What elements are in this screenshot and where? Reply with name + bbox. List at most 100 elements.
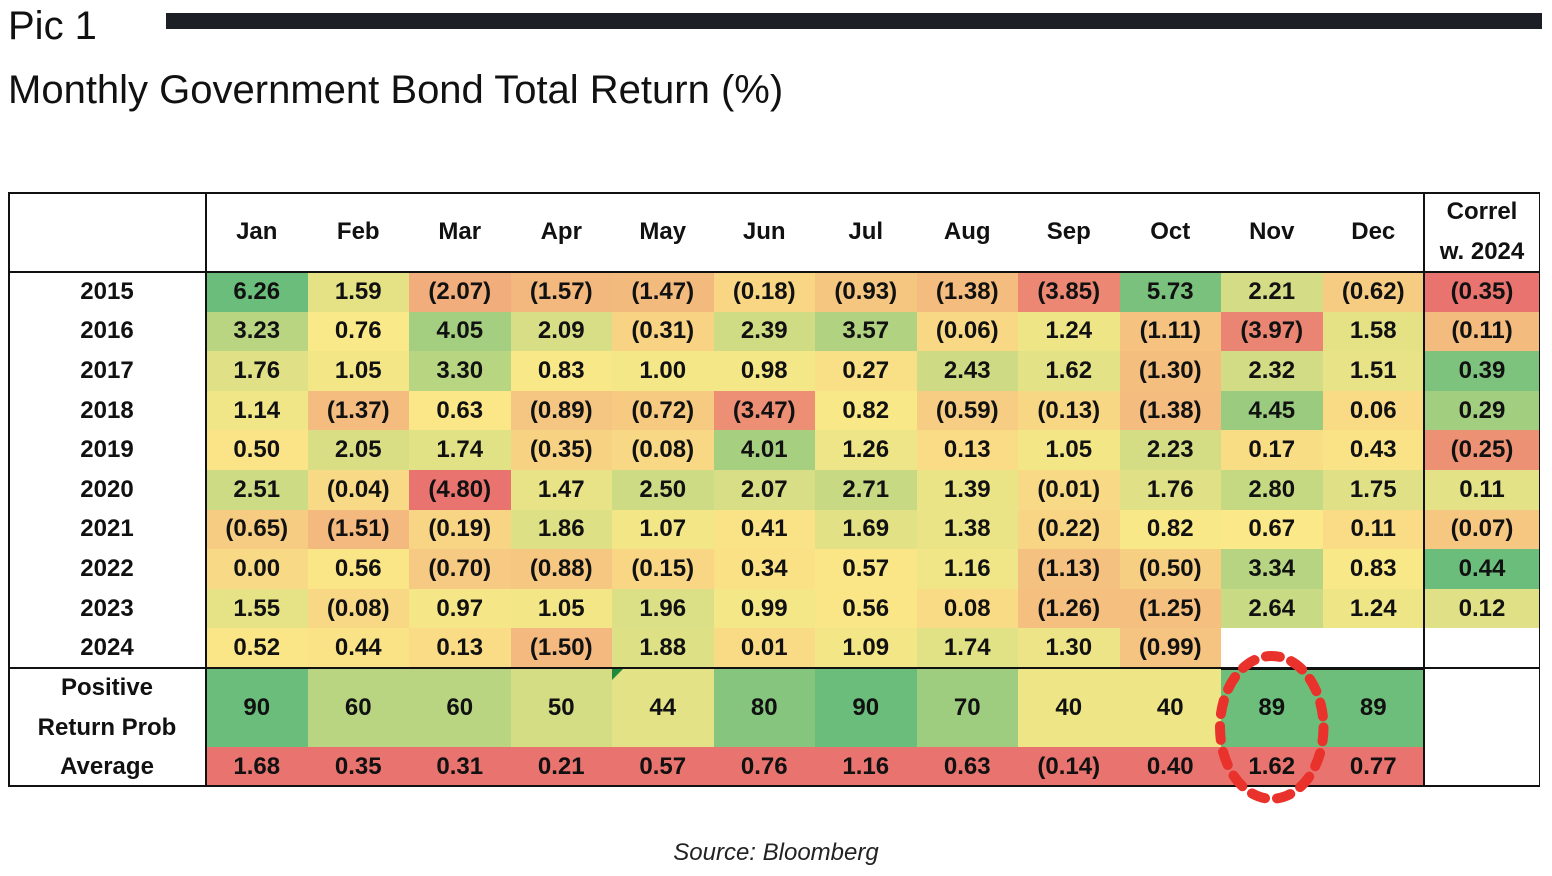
correl-cell: (0.11) [1424,311,1540,352]
data-cell: (0.50) [1119,549,1221,589]
data-cell: (1.47) [612,272,714,312]
data-cell: 1.69 [815,509,917,550]
data-cell: (0.13) [1018,390,1120,431]
column-header-sep: Sep [1046,218,1091,245]
data-cell: 1.24 [1322,588,1424,629]
average-cell: 0.77 [1322,747,1424,787]
data-cell: 1.38 [916,509,1018,550]
data-cell: 0.06 [1322,390,1424,431]
correl-summary-divider [1424,667,1540,669]
data-cell: (0.99) [1119,628,1221,668]
positive-return-prob-cell: 89 [1322,668,1424,748]
row-label-2017: 2017 [80,356,134,384]
data-cell: (1.25) [1119,588,1221,629]
data-cell: 1.51 [1322,351,1424,391]
data-cell: 0.67 [1221,509,1323,550]
data-cell: 3.23 [206,311,308,352]
data-cell: (0.08) [612,430,714,470]
chart-title: Monthly Government Bond Total Return (%) [8,68,784,112]
correl-cell: 0.44 [1424,549,1540,589]
data-cell: (1.26) [1018,588,1120,629]
label-column-divider [205,192,207,787]
data-cell: 0.52 [206,628,308,668]
positive-return-prob-cell: 60 [409,668,511,748]
data-cell: 0.82 [815,390,917,431]
data-cell: 1.88 [612,628,714,668]
data-cell: 0.98 [713,351,815,391]
data-cell: 3.34 [1221,549,1323,589]
positive-return-prob-label-line: Positive [60,673,154,701]
column-header-apr: Apr [540,218,582,245]
header-divider [8,271,1540,273]
positive-return-prob-cell: 80 [713,668,815,748]
data-cell: 1.55 [206,588,308,629]
data-cell: 1.07 [612,509,714,550]
data-cell: 1.26 [815,430,917,470]
data-cell: (1.38) [1119,390,1221,431]
data-cell: 1.05 [510,588,612,629]
data-cell: 0.34 [713,549,815,589]
data-cell: 2.21 [1221,272,1323,312]
data-cell: 2.43 [916,351,1018,391]
data-cell: (1.37) [307,390,409,431]
table-border-right [1538,192,1540,787]
column-header-may: May [639,218,687,245]
data-cell: (0.59) [916,390,1018,431]
cell-comment-marker [612,668,624,680]
data-cell: (0.88) [510,549,612,589]
positive-return-prob-cell: 60 [307,668,409,748]
average-cell: 0.31 [409,747,511,787]
average-label: Average [60,752,154,780]
data-cell: 1.62 [1018,351,1120,391]
data-cell: (3.47) [713,390,815,431]
correl-header-line: Correl [1446,198,1518,225]
data-cell: (1.38) [916,272,1018,312]
positive-return-prob-cell: 40 [1119,668,1221,748]
column-header-oct: Oct [1150,218,1191,245]
column-header-dec: Dec [1351,218,1396,245]
row-label-2019: 2019 [80,436,134,464]
pic-label: Pic 1 [8,4,97,48]
average-cell: 0.63 [916,747,1018,787]
column-header-jun: Jun [742,218,786,245]
data-cell: 1.09 [815,628,917,668]
average-cell: 1.16 [815,747,917,787]
data-cell: (1.11) [1119,311,1221,352]
data-cell: 1.00 [612,351,714,391]
positive-return-prob-label: Positive Return Prob [8,668,206,747]
data-cell: (0.70) [409,549,511,589]
data-cell: 0.63 [409,390,511,431]
data-cell: 0.97 [409,588,511,629]
data-cell: 1.39 [916,470,1018,510]
data-cell: (3.85) [1018,272,1120,312]
correl-cell: 0.11 [1424,470,1540,510]
data-cell: (0.22) [1018,509,1120,550]
data-cell: 0.17 [1221,430,1323,470]
positive-return-prob-cell: 50 [510,668,612,748]
data-cell: (0.15) [612,549,714,589]
row-label-2020: 2020 [80,475,134,503]
data-cell: 1.75 [1322,470,1424,510]
data-cell: 0.11 [1322,509,1424,550]
average-cell: 0.40 [1119,747,1221,787]
data-cell: (0.18) [713,272,815,312]
top-rule [166,13,1542,29]
positive-return-prob-label-line: Return Prob [37,713,177,741]
data-cell: 2.51 [206,470,308,510]
data-cell: 0.56 [815,588,917,629]
correl-cell: (0.07) [1424,509,1540,550]
average-cell: 0.35 [307,747,409,787]
data-cell: 2.64 [1221,588,1323,629]
average-cell: 0.76 [713,747,815,787]
data-cell: 3.57 [815,311,917,352]
data-cell: 0.13 [916,430,1018,470]
data-cell: (3.97) [1221,311,1323,352]
data-cell: 1.47 [510,470,612,510]
data-cell: (1.50) [510,628,612,668]
table-border-left [8,192,10,787]
data-cell: 2.07 [713,470,815,510]
summary-divider [8,667,1424,669]
row-label-2018: 2018 [80,396,134,424]
data-cell: (0.08) [307,588,409,629]
data-cell: 0.08 [916,588,1018,629]
